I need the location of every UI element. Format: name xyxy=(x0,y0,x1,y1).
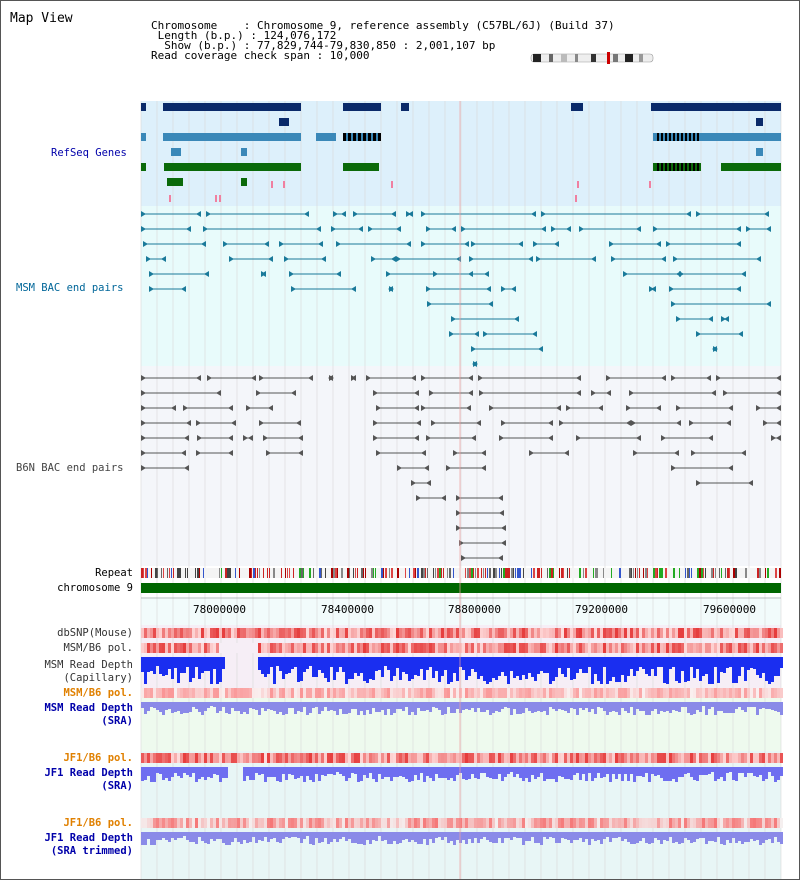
gene-block xyxy=(141,163,146,171)
gene-block xyxy=(164,163,301,171)
chromosome-info: Chromosome : Chromosome 9, reference ass… xyxy=(151,11,615,61)
gene-block xyxy=(701,133,781,141)
b6n-bac-label[interactable]: B6N BAC end pairs xyxy=(16,462,124,474)
msm-b6-pol-sra-label[interactable]: MSM/B6 pol. xyxy=(63,687,133,699)
repeat-label[interactable]: Repeat xyxy=(95,567,133,579)
gene-block xyxy=(279,118,289,126)
gridlines xyxy=(140,101,782,879)
polymorphism-tracks[interactable] xyxy=(141,628,783,845)
page-title: Map View xyxy=(10,11,73,26)
jf1-depth-sra-label[interactable]: JF1 Read Depth xyxy=(44,767,133,779)
axis-tick-label: 78800000 xyxy=(448,603,501,616)
refseq-genes-track[interactable] xyxy=(141,103,781,202)
gene-block xyxy=(343,163,379,171)
jf1-b6-pol-trim-label[interactable]: JF1/B6 pol. xyxy=(63,817,133,829)
jf1-depth-sra-sublabel: (SRA) xyxy=(101,780,133,792)
axis-tick-label: 78000000 xyxy=(193,603,246,616)
gene-block xyxy=(171,148,181,156)
gene-block xyxy=(141,103,146,111)
msm-depth-capillary-sublabel: (Capillary) xyxy=(63,672,133,684)
info-line-chromosome: Chromosome : Chromosome 9, reference ass… xyxy=(151,19,615,32)
msm-depth-sra-sublabel: (SRA) xyxy=(101,715,133,727)
jf1-b6-pol-label[interactable]: JF1/B6 pol. xyxy=(63,752,133,764)
gene-block xyxy=(651,103,781,111)
chromosome-bar[interactable] xyxy=(141,583,781,593)
msm-b6-pol-label[interactable]: MSM/B6 pol. xyxy=(63,642,133,654)
msm-depth-sra-label[interactable]: MSM Read Depth xyxy=(44,702,133,714)
jf1-depth-trim-label[interactable]: JF1 Read Depth xyxy=(44,832,133,844)
gene-block xyxy=(571,103,583,111)
gene-block xyxy=(756,118,763,126)
gene-block xyxy=(163,103,261,111)
refseq-genes-label[interactable]: RefSeq Genes xyxy=(51,147,127,159)
axis-tick-label: 78400000 xyxy=(321,603,374,616)
b6n-bac-track[interactable] xyxy=(141,375,781,576)
axis-tick-label: 79600000 xyxy=(703,603,756,616)
gene-block xyxy=(141,133,146,141)
info-line-length: Length (b.p.) : 124,076,172 xyxy=(151,29,337,42)
info-line-coverage: Read coverage check span : 10,000 xyxy=(151,49,370,62)
gene-block xyxy=(721,163,781,171)
gene-block xyxy=(401,103,409,111)
msm-depth-capillary-label[interactable]: MSM Read Depth xyxy=(44,659,133,671)
chromosome-ideogram[interactable] xyxy=(530,52,654,64)
msm-bac-track[interactable] xyxy=(141,211,771,367)
gene-block xyxy=(241,148,247,156)
jf1-depth-trim-sublabel: (SRA trimmed) xyxy=(50,845,133,857)
gene-block xyxy=(261,103,301,111)
dbsnp-label[interactable]: dbSNP(Mouse) xyxy=(57,627,133,639)
gene-block xyxy=(167,178,183,186)
gene-block xyxy=(756,148,763,156)
info-line-show: Show (b.p.) : 77,829,744-79,830,850 : 2,… xyxy=(151,39,496,52)
gene-block xyxy=(241,178,247,186)
gene-block xyxy=(316,133,336,141)
gene-block xyxy=(343,103,381,111)
axis-tick-label: 79200000 xyxy=(575,603,628,616)
msm-bac-label[interactable]: MSM BAC end pairs xyxy=(16,282,124,294)
chromosome-label[interactable]: chromosome 9 xyxy=(57,582,133,594)
gene-block xyxy=(163,133,301,141)
repeat-track[interactable] xyxy=(141,568,781,578)
